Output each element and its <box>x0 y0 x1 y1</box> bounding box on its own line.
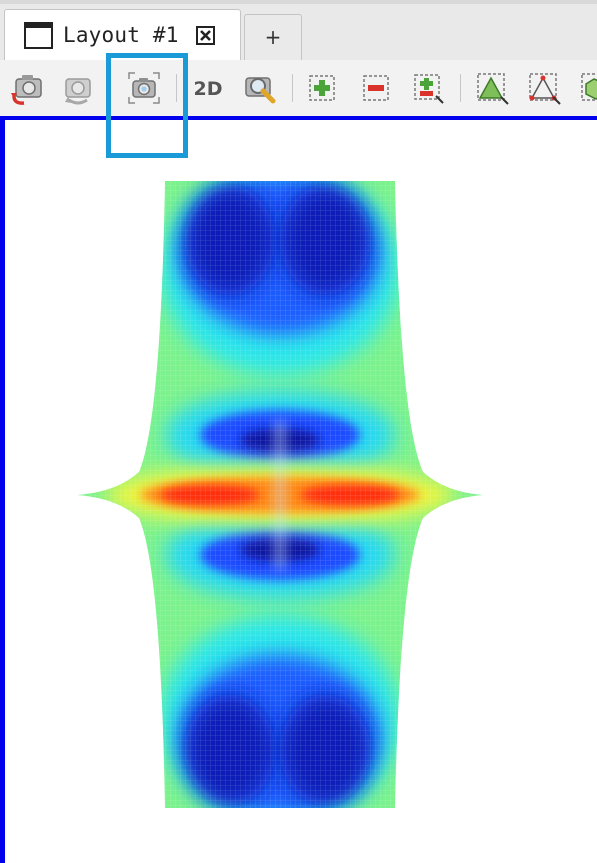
render-viewport[interactable] <box>0 116 597 863</box>
triangle-select-icon <box>477 73 509 105</box>
tab-label: Layout #1 <box>63 23 179 47</box>
camera-icon <box>128 72 160 104</box>
new-tab-label: + <box>264 25 282 49</box>
vertex-select-icon <box>529 73 561 105</box>
camera-reset-icon <box>11 75 42 105</box>
view-toolbar: 2D <box>0 60 597 116</box>
capture-screenshot-button[interactable] <box>124 68 164 108</box>
tab-layout-1[interactable]: Layout #1 <box>4 9 241 61</box>
close-icon <box>200 30 211 41</box>
select-cells-on-button[interactable] <box>302 68 342 108</box>
select-block-button[interactable] <box>576 68 597 108</box>
select-cells-remove-icon <box>363 75 389 101</box>
window-icon <box>24 22 53 49</box>
select-cells-add-icon <box>309 75 335 101</box>
toggle-2d-button[interactable]: 2D <box>193 78 223 100</box>
zoom-magnifier-icon <box>245 77 276 104</box>
tab-close-button[interactable] <box>196 26 215 45</box>
toolbar-separator <box>460 74 461 102</box>
restore-camera-button[interactable] <box>58 68 98 108</box>
field-colormap <box>77 181 483 808</box>
camera-restore-icon <box>65 78 91 105</box>
toolbar-separator <box>292 74 293 102</box>
new-tab-button[interactable]: + <box>244 14 302 61</box>
select-points-add-icon <box>414 74 444 104</box>
scalar-field-mesh[interactable] <box>5 120 597 863</box>
block-select-icon <box>581 73 597 101</box>
tab-bar-top-border <box>0 0 597 4</box>
zoom-to-box-button[interactable] <box>240 68 280 108</box>
reset-camera-button[interactable] <box>8 68 48 108</box>
tab-bar: Layout #1 + <box>0 0 597 61</box>
select-points-on-button[interactable] <box>408 68 448 108</box>
toolbar-separator <box>176 74 177 102</box>
select-cells-off-button[interactable] <box>356 68 396 108</box>
select-vertices-button[interactable] <box>524 68 564 108</box>
select-triangle-button[interactable] <box>472 68 512 108</box>
